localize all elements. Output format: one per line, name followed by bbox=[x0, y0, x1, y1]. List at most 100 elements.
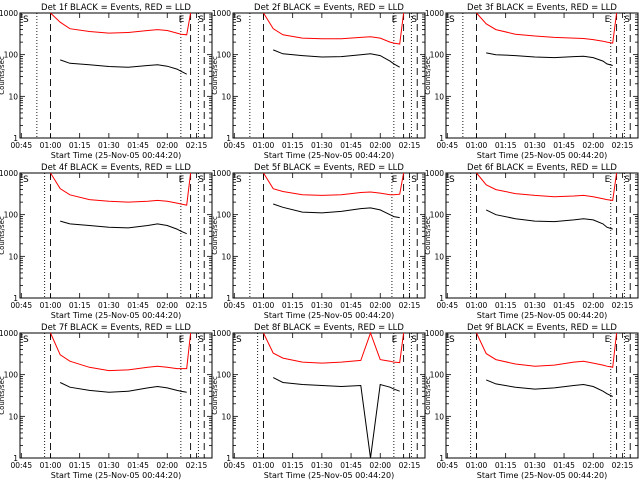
x-axis-label: Start Time (25-Nov-05 00:44:20) bbox=[264, 151, 394, 160]
y-tick-label: 1000 bbox=[0, 9, 18, 18]
x-tick-label: 01:15 bbox=[282, 461, 304, 470]
x-tick-label: 01:15 bbox=[495, 461, 517, 470]
y-tick-label: 1 bbox=[226, 294, 231, 303]
y-tick-label: 1 bbox=[226, 134, 231, 143]
y-tick-label: 10 bbox=[221, 92, 231, 101]
detector-panel-1: Det 1f BLACK = Events, RED = LLD 1 10 100 10… bbox=[0, 3, 213, 160]
y-tick-label: 100 bbox=[4, 371, 19, 380]
lld-series-line bbox=[263, 331, 405, 364]
x-tick-label: 02:00 bbox=[582, 301, 604, 310]
x-tick-label: 02:00 bbox=[369, 461, 391, 470]
x-tick-label: 00:45 bbox=[436, 141, 458, 150]
y-tick-label: 10 bbox=[8, 252, 18, 261]
interval-start-label: S bbox=[624, 175, 630, 185]
interval-end-label: E bbox=[179, 15, 185, 25]
interval-end-label: E bbox=[605, 335, 611, 345]
interval-start-label: S bbox=[23, 335, 29, 345]
x-tick-label: 01:15 bbox=[69, 301, 91, 310]
events-series-line bbox=[60, 220, 187, 235]
x-tick-label: 01:15 bbox=[69, 461, 91, 470]
x-tick-label: 02:15 bbox=[186, 141, 208, 150]
panel-title: Det 2f BLACK = Events, RED = LLD bbox=[254, 3, 404, 13]
y-tick-label: 1 bbox=[13, 454, 18, 463]
panel-title: Det 7f BLACK = Events, RED = LLD bbox=[41, 323, 191, 333]
x-tick-label: 01:00 bbox=[40, 141, 62, 150]
y-axis-label: Counts/sec bbox=[211, 376, 219, 415]
y-tick-label: 100 bbox=[217, 211, 232, 220]
x-axis-label: Start Time (25-Nov-05 00:44:20) bbox=[51, 471, 181, 480]
y-tick-label: 100 bbox=[430, 51, 445, 60]
interval-start-label: S bbox=[411, 175, 417, 185]
plot-frame bbox=[232, 12, 426, 139]
x-tick-label: 00:45 bbox=[10, 461, 32, 470]
y-tick-label: 100 bbox=[217, 51, 232, 60]
y-axis-label: Counts/sec bbox=[0, 216, 6, 255]
x-tick-label: 02:15 bbox=[612, 141, 634, 150]
y-tick-label: 10 bbox=[434, 92, 444, 101]
x-tick-label: 02:15 bbox=[612, 301, 634, 310]
interval-end-label: E bbox=[605, 175, 611, 185]
y-tick-label: 1000 bbox=[212, 9, 231, 18]
y-tick-label: 1 bbox=[439, 294, 444, 303]
x-tick-label: 01:15 bbox=[495, 141, 517, 150]
plot-frame bbox=[445, 332, 639, 459]
x-tick-label: 01:00 bbox=[253, 141, 275, 150]
x-axis-label: Start Time (25-Nov-05 00:44:20) bbox=[51, 151, 181, 160]
y-tick-label: 100 bbox=[430, 371, 445, 380]
lld-series-line bbox=[476, 172, 618, 201]
interval-start-label: S bbox=[236, 15, 242, 25]
panel-title: Det 5f BLACK = Events, RED = LLD bbox=[254, 163, 404, 173]
detector-panel-6: Det 6f BLACK = Events, RED = LLD 1 10 100 10… bbox=[424, 163, 639, 320]
detector-panel-2: Det 2f BLACK = Events, RED = LLD 1 10 100 10… bbox=[211, 3, 426, 160]
lld-series-line bbox=[476, 332, 618, 368]
lld-series-line bbox=[50, 172, 192, 206]
x-tick-label: 01:00 bbox=[253, 301, 275, 310]
x-tick-label: 01:45 bbox=[127, 461, 149, 470]
y-tick-label: 100 bbox=[4, 51, 19, 60]
lld-series-line bbox=[263, 12, 405, 45]
y-tick-label: 1 bbox=[13, 134, 18, 143]
interval-start-label: S bbox=[198, 15, 204, 25]
x-tick-label: 02:15 bbox=[186, 461, 208, 470]
interval-end-label: E bbox=[605, 15, 611, 25]
x-tick-label: 01:00 bbox=[40, 461, 62, 470]
x-tick-label: 01:30 bbox=[311, 141, 333, 150]
panel-title: Det 6f BLACK = Events, RED = LLD bbox=[467, 163, 617, 173]
y-tick-label: 1 bbox=[439, 454, 444, 463]
interval-start-label: S bbox=[449, 15, 455, 25]
y-tick-label: 1 bbox=[226, 454, 231, 463]
detector-panel-8: Det 8f BLACK = Events, RED = LLD 1 10 100 10… bbox=[211, 323, 426, 480]
x-tick-label: 01:30 bbox=[98, 461, 120, 470]
x-tick-label: 02:00 bbox=[156, 301, 178, 310]
x-tick-label: 02:00 bbox=[369, 141, 391, 150]
interval-end-label: E bbox=[392, 335, 398, 345]
y-tick-label: 1 bbox=[13, 294, 18, 303]
x-axis-label: Start Time (25-Nov-05 00:44:20) bbox=[477, 311, 607, 320]
interval-start-label: S bbox=[624, 15, 630, 25]
x-tick-label: 01:15 bbox=[282, 301, 304, 310]
x-tick-label: 01:45 bbox=[340, 141, 362, 150]
y-axis-label: Counts/sec bbox=[424, 376, 432, 415]
y-tick-label: 1000 bbox=[425, 169, 444, 178]
x-tick-label: 02:00 bbox=[156, 461, 178, 470]
interval-start-label: S bbox=[236, 175, 242, 185]
detector-panel-4: Det 4f BLACK = Events, RED = LLD 1 10 100 10… bbox=[0, 163, 213, 320]
y-tick-label: 1000 bbox=[425, 329, 444, 338]
plot-frame bbox=[232, 332, 426, 459]
plot-frame bbox=[19, 172, 213, 299]
events-series-line bbox=[272, 377, 400, 459]
interval-start-label: S bbox=[23, 15, 29, 25]
y-tick-label: 10 bbox=[221, 252, 231, 261]
x-axis-label: Start Time (25-Nov-05 00:44:20) bbox=[51, 311, 181, 320]
interval-start-label: S bbox=[411, 15, 417, 25]
x-tick-label: 01:30 bbox=[524, 301, 546, 310]
y-axis-label: Counts/sec bbox=[0, 376, 6, 415]
y-tick-label: 1000 bbox=[0, 329, 18, 338]
x-axis-label: Start Time (25-Nov-05 00:44:20) bbox=[477, 471, 607, 480]
x-tick-label: 01:45 bbox=[340, 301, 362, 310]
events-series-line bbox=[485, 209, 613, 230]
y-tick-label: 1000 bbox=[0, 169, 18, 178]
x-tick-label: 00:45 bbox=[436, 461, 458, 470]
x-tick-label: 00:45 bbox=[10, 301, 32, 310]
y-tick-label: 1000 bbox=[212, 329, 231, 338]
